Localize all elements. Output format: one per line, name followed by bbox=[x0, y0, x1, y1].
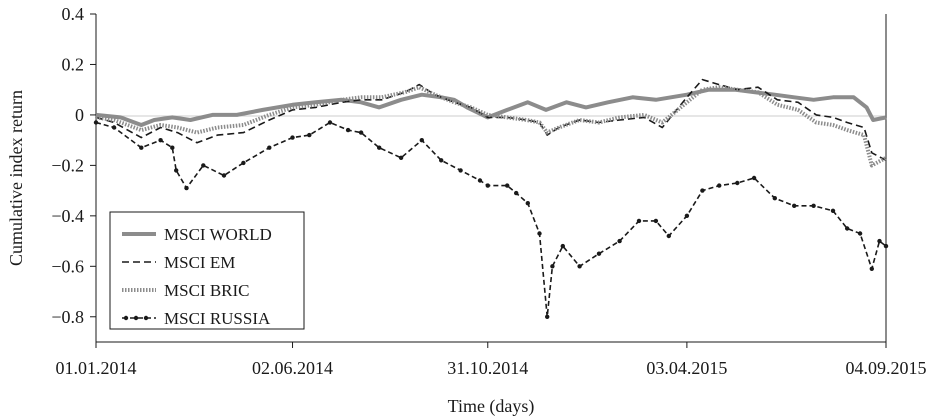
y-axis-label: Cumulative index return bbox=[6, 90, 26, 266]
series-point-msci-russia bbox=[358, 130, 364, 135]
x-axis-label: Time (days) bbox=[448, 396, 535, 417]
series-point-msci-russia bbox=[735, 180, 740, 186]
series-point-msci-russia bbox=[174, 168, 179, 173]
series-point-msci-russia bbox=[93, 120, 99, 125]
series-point-msci-russia bbox=[869, 266, 874, 271]
series-point-msci-russia bbox=[307, 132, 312, 138]
legend-label: MSCI RUSSIA bbox=[164, 309, 271, 328]
series-point-msci-russia bbox=[577, 264, 582, 269]
legend-label: MSCI EM bbox=[164, 253, 235, 272]
series-point-msci-russia bbox=[877, 238, 882, 244]
legend: MSCI WORLD MSCI EM MSCI BRIC MSCI RUSSIA bbox=[109, 211, 305, 330]
series-point-msci-russia bbox=[653, 218, 659, 224]
series-point-msci-russia bbox=[485, 183, 490, 188]
series-line-msci-em bbox=[95, 78, 887, 162]
series-line-msci-world bbox=[95, 87, 887, 127]
x-tick-label: 01.01.2014 bbox=[56, 358, 137, 378]
series-point-msci-russia bbox=[139, 145, 144, 150]
y-tick-label: −0.8 bbox=[51, 307, 84, 327]
series-line-msci-russia bbox=[95, 121, 887, 318]
legend-label: MSCI BRIC bbox=[164, 281, 250, 300]
series-point-msci-russia bbox=[111, 125, 117, 130]
series-point-msci-russia bbox=[596, 251, 602, 256]
series-point-msci-russia bbox=[845, 226, 850, 231]
y-tick-label: −0.4 bbox=[51, 206, 84, 226]
series-point-msci-russia bbox=[184, 185, 189, 191]
legend-swatch-marker bbox=[143, 315, 149, 321]
series-point-msci-russia bbox=[439, 158, 444, 163]
y-tick-label: −0.6 bbox=[51, 256, 84, 276]
series-point-msci-russia bbox=[398, 155, 404, 160]
series-point-msci-russia bbox=[617, 238, 622, 244]
series-point-msci-russia bbox=[267, 145, 272, 150]
legend-items: MSCI WORLD MSCI EM MSCI BRIC MSCI RUSSIA bbox=[122, 225, 272, 328]
series-point-msci-russia bbox=[811, 203, 816, 208]
series-point-msci-russia bbox=[419, 138, 424, 143]
x-axis-ticks: 01.01.2014 02.06.2014 31.10.2014 03.04.2015… bbox=[56, 342, 927, 378]
y-tick-label: 0 bbox=[75, 105, 84, 125]
legend-box bbox=[109, 211, 305, 330]
series-point-msci-russia bbox=[327, 120, 333, 125]
series-point-msci-russia bbox=[201, 163, 206, 168]
series-point-msci-russia bbox=[377, 145, 382, 150]
x-tick-label: 31.10.2014 bbox=[447, 358, 528, 378]
series-point-msci-russia bbox=[477, 178, 483, 183]
y-axis-ticks: −0.8 −0.6 −0.4 −0.2 0 0.2 0.4 bbox=[51, 4, 96, 327]
series-point-msci-russia bbox=[537, 231, 542, 236]
legend-swatch-marker bbox=[133, 315, 139, 321]
series-point-msci-russia bbox=[883, 243, 889, 249]
series-point-msci-russia bbox=[514, 190, 519, 196]
series-point-msci-russia bbox=[345, 127, 351, 133]
series-point-msci-russia bbox=[792, 203, 797, 208]
series-point-msci-russia bbox=[505, 183, 510, 188]
plot-area bbox=[95, 14, 887, 343]
series-point-msci-russia bbox=[666, 233, 671, 239]
series-point-msci-russia bbox=[550, 264, 555, 269]
x-tick-label: 03.04.2015 bbox=[646, 358, 727, 378]
series-point-msci-russia bbox=[525, 201, 530, 206]
series-point-msci-russia bbox=[684, 213, 690, 218]
x-tick-label: 02.06.2014 bbox=[252, 358, 333, 378]
series-point-msci-russia bbox=[830, 208, 836, 213]
series-point-msci-russia bbox=[290, 135, 295, 140]
series-point-msci-russia bbox=[241, 160, 246, 166]
y-tick-label: 0.2 bbox=[62, 54, 85, 74]
series-point-msci-russia bbox=[545, 314, 550, 319]
series-point-msci-russia bbox=[458, 168, 463, 173]
series-point-msci-russia bbox=[636, 218, 642, 224]
series-point-msci-russia bbox=[158, 138, 163, 143]
series-point-msci-russia bbox=[772, 196, 777, 201]
y-tick-label: −0.2 bbox=[51, 155, 84, 175]
legend-label: MSCI WORLD bbox=[164, 225, 272, 244]
series-point-msci-russia bbox=[560, 243, 565, 249]
series-point-msci-russia bbox=[717, 183, 722, 188]
series-point-msci-russia bbox=[221, 173, 227, 178]
x-tick-label: 04.09.2015 bbox=[846, 358, 927, 378]
series-point-msci-russia bbox=[700, 188, 705, 193]
series-point-msci-russia bbox=[751, 175, 757, 181]
series-point-msci-russia bbox=[170, 145, 175, 150]
series-line-msci-bric bbox=[95, 85, 887, 168]
series-point-msci-russia bbox=[857, 231, 863, 236]
legend-swatch-marker bbox=[123, 315, 129, 321]
y-tick-label: 0.4 bbox=[62, 4, 85, 24]
series-layer bbox=[93, 78, 889, 319]
